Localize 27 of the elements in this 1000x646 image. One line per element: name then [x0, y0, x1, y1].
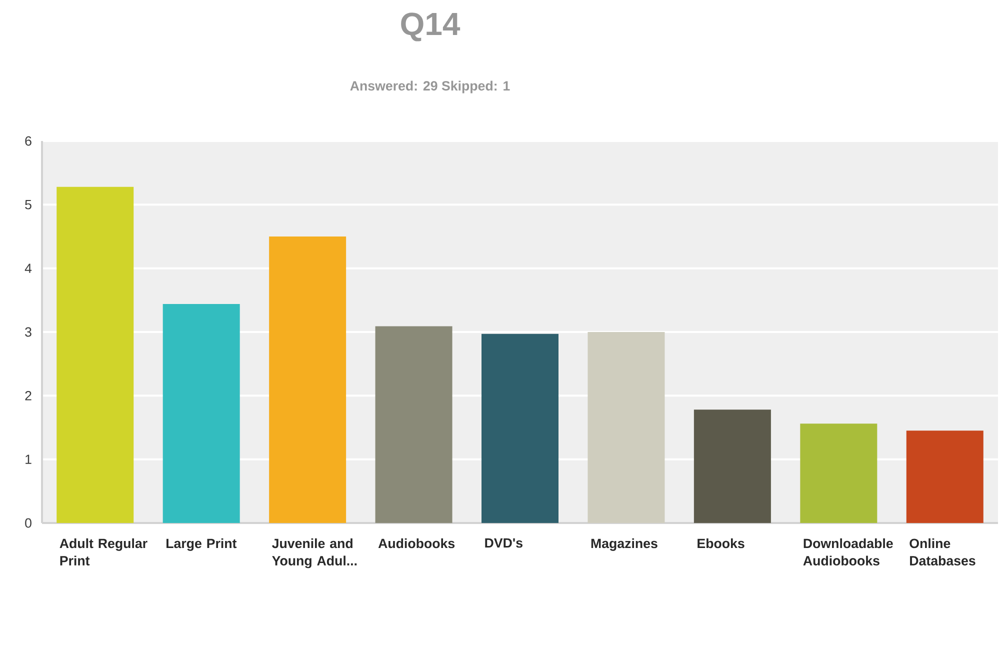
x-tick-label: Adult Regular Print [60, 538, 148, 566]
chart-title: Q14 [401, 12, 460, 42]
x-tick-label: Online Databases [910, 538, 976, 566]
bar [375, 326, 452, 523]
chart-subtitle: Answered: 29 Skipped: 1 [350, 80, 510, 94]
x-tick-label: Ebooks [698, 538, 744, 548]
x-tick-label: Large Print [166, 538, 237, 551]
y-tick-label: 2 [25, 391, 32, 400]
x-tick-label: Audiobooks [378, 538, 455, 548]
x-tick-label: DVD's [485, 538, 522, 548]
y-tick-label: 0 [25, 518, 32, 528]
y-tick-label: 1 [26, 454, 32, 464]
bar [906, 430, 984, 523]
y-tick-label: 6 [25, 136, 32, 146]
x-tick-label: Downloadable Audiobooks [803, 538, 893, 566]
bar [56, 186, 134, 523]
y-tick-label: 5 [25, 200, 32, 210]
x-tick-label: Juvenile and Young Adul... [272, 538, 357, 568]
bar [588, 332, 665, 523]
bar [482, 334, 558, 523]
y-tick-label: 4 [24, 264, 32, 273]
x-tick-label: Magazines [591, 538, 658, 551]
bar [162, 304, 240, 523]
bar [694, 410, 771, 523]
y-tick-label: 3 [25, 327, 32, 337]
bar [269, 236, 346, 523]
bar [800, 424, 878, 523]
